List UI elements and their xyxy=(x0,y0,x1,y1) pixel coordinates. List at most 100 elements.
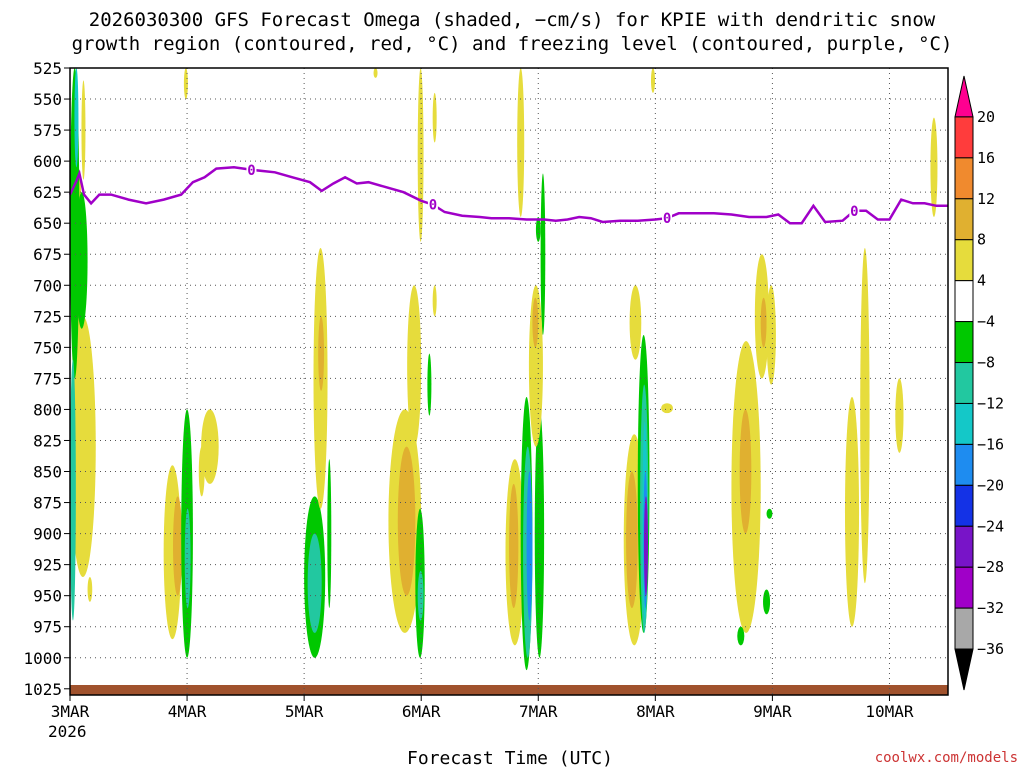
omega-shade-region xyxy=(397,446,416,596)
omega-shade-region xyxy=(407,285,422,447)
colorbar-label: 16 xyxy=(977,149,995,167)
omega-shade-region xyxy=(528,285,543,447)
colorbar-label: −36 xyxy=(977,640,1004,658)
y-tick-label: 575 xyxy=(33,121,62,140)
omega-shade-region xyxy=(629,285,642,360)
omega-shade-region xyxy=(509,483,519,609)
y-tick-label: 850 xyxy=(33,463,62,482)
omega-shade-region xyxy=(643,496,648,596)
omega-shade-region xyxy=(184,508,191,609)
colorbar-segment xyxy=(954,239,974,282)
y-tick-label: 750 xyxy=(33,338,62,357)
chart-title-line2: growth region (contoured, red, °C) and f… xyxy=(72,33,953,55)
omega-shade-region xyxy=(183,68,188,100)
omega-shade-region xyxy=(844,397,860,627)
colorbar-label: 20 xyxy=(977,108,995,126)
colorbar-segment xyxy=(954,607,974,650)
contour-label-bg xyxy=(849,202,860,217)
y-tick-label: 825 xyxy=(33,431,62,450)
omega-shade-region xyxy=(74,68,79,168)
omega-shade-region xyxy=(626,471,638,609)
contour-label: 0 xyxy=(429,198,437,214)
colorbar-segment xyxy=(954,525,974,568)
omega-shade-region xyxy=(766,285,776,385)
omega-shade-region xyxy=(661,403,673,414)
y-tick-label: 725 xyxy=(33,307,62,326)
omega-shade-region xyxy=(318,316,325,391)
omega-shade-region xyxy=(766,508,773,519)
x-axis-label: Forecast Time (UTC) xyxy=(407,748,613,768)
colorbar-top-arrow xyxy=(954,75,974,118)
contour-label: 0 xyxy=(247,163,255,179)
colorbar-segment xyxy=(954,321,974,364)
omega-shade-region xyxy=(432,92,437,143)
colorbar-segment xyxy=(954,157,974,200)
plot-frame xyxy=(69,67,949,696)
contour-label: 0 xyxy=(663,211,671,227)
ground-surface xyxy=(70,685,948,695)
colorbar-label: −12 xyxy=(977,394,1004,412)
y-tick-label: 550 xyxy=(33,90,62,109)
colorbar-bottom-arrow xyxy=(954,648,974,691)
colorbar-label: 8 xyxy=(977,231,986,249)
omega-shade-region xyxy=(930,117,938,217)
y-tick-label: 1025 xyxy=(23,680,62,699)
x-tick-label: 4MAR xyxy=(168,702,207,721)
x-tick-label: 7MAR xyxy=(519,702,558,721)
credit-text: coolwx.com/models xyxy=(875,750,1018,766)
x-tick-label: 8MAR xyxy=(636,702,675,721)
colorbar-segment xyxy=(954,443,974,486)
x-tick-label: 5MAR xyxy=(285,702,324,721)
chart-title-line1: 2026030300 GFS Forecast Omega (shaded, −… xyxy=(89,9,936,31)
y-tick-label: 900 xyxy=(33,525,62,544)
omega-shade-region xyxy=(737,626,745,646)
y-tick-label: 875 xyxy=(33,494,62,513)
omega-shade-region xyxy=(760,297,767,348)
colorbar-label: 12 xyxy=(977,190,995,208)
colorbar-label: −28 xyxy=(977,558,1004,576)
y-tick-label: 675 xyxy=(33,245,62,264)
colorbar-segment xyxy=(954,116,974,159)
colorbar-segment xyxy=(954,484,974,527)
y-tick-label: 775 xyxy=(33,369,62,388)
y-tick-label: 925 xyxy=(33,556,62,575)
y-tick-label: 700 xyxy=(33,276,62,295)
omega-shade-region xyxy=(540,173,546,335)
omega-shade-region xyxy=(763,589,771,615)
contour-label: 0 xyxy=(850,204,858,220)
y-axis-ticks: 525 550 575 600 625 650 675 700 725 750 775 800 825 8… xyxy=(23,59,70,699)
omega-shade-region xyxy=(307,533,322,633)
plot-area: 0 0 0 0 xyxy=(68,67,949,696)
omega-shade-region xyxy=(532,297,539,348)
omega-shade-region xyxy=(201,409,219,484)
omega-shade-region xyxy=(81,80,86,180)
y-tick-label: 800 xyxy=(33,400,62,419)
colorbar-segment xyxy=(954,402,974,445)
colorbar-label: 4 xyxy=(977,272,986,290)
y-tick-label: 975 xyxy=(33,618,62,637)
omega-shade-region xyxy=(535,216,541,242)
colorbar-segment xyxy=(954,280,974,323)
colorbar-segment xyxy=(954,362,974,404)
freezing-level-labels: 0 0 0 0 xyxy=(246,161,860,227)
omega-shade-region xyxy=(517,68,525,217)
omega-shade-region xyxy=(432,285,437,317)
colorbar-label: −8 xyxy=(977,354,995,372)
colorbar-segment xyxy=(954,566,974,609)
colorbar-label: −16 xyxy=(977,435,1004,453)
y-tick-label: 525 xyxy=(33,59,62,78)
omega-shade-region xyxy=(373,68,378,78)
omega-shade-region xyxy=(526,471,533,621)
x-tick-label: 3MAR xyxy=(51,702,90,721)
omega-shade-region xyxy=(70,359,76,621)
omega-shade-region xyxy=(860,248,870,584)
y-tick-label: 625 xyxy=(33,183,62,202)
omega-shade-region xyxy=(895,378,904,453)
contour-label-bg xyxy=(427,196,438,211)
y-tick-label: 650 xyxy=(33,214,62,233)
colorbar-label: −20 xyxy=(977,476,1004,494)
x-tick-label: 9MAR xyxy=(753,702,792,721)
contour-label-bg xyxy=(662,210,673,225)
